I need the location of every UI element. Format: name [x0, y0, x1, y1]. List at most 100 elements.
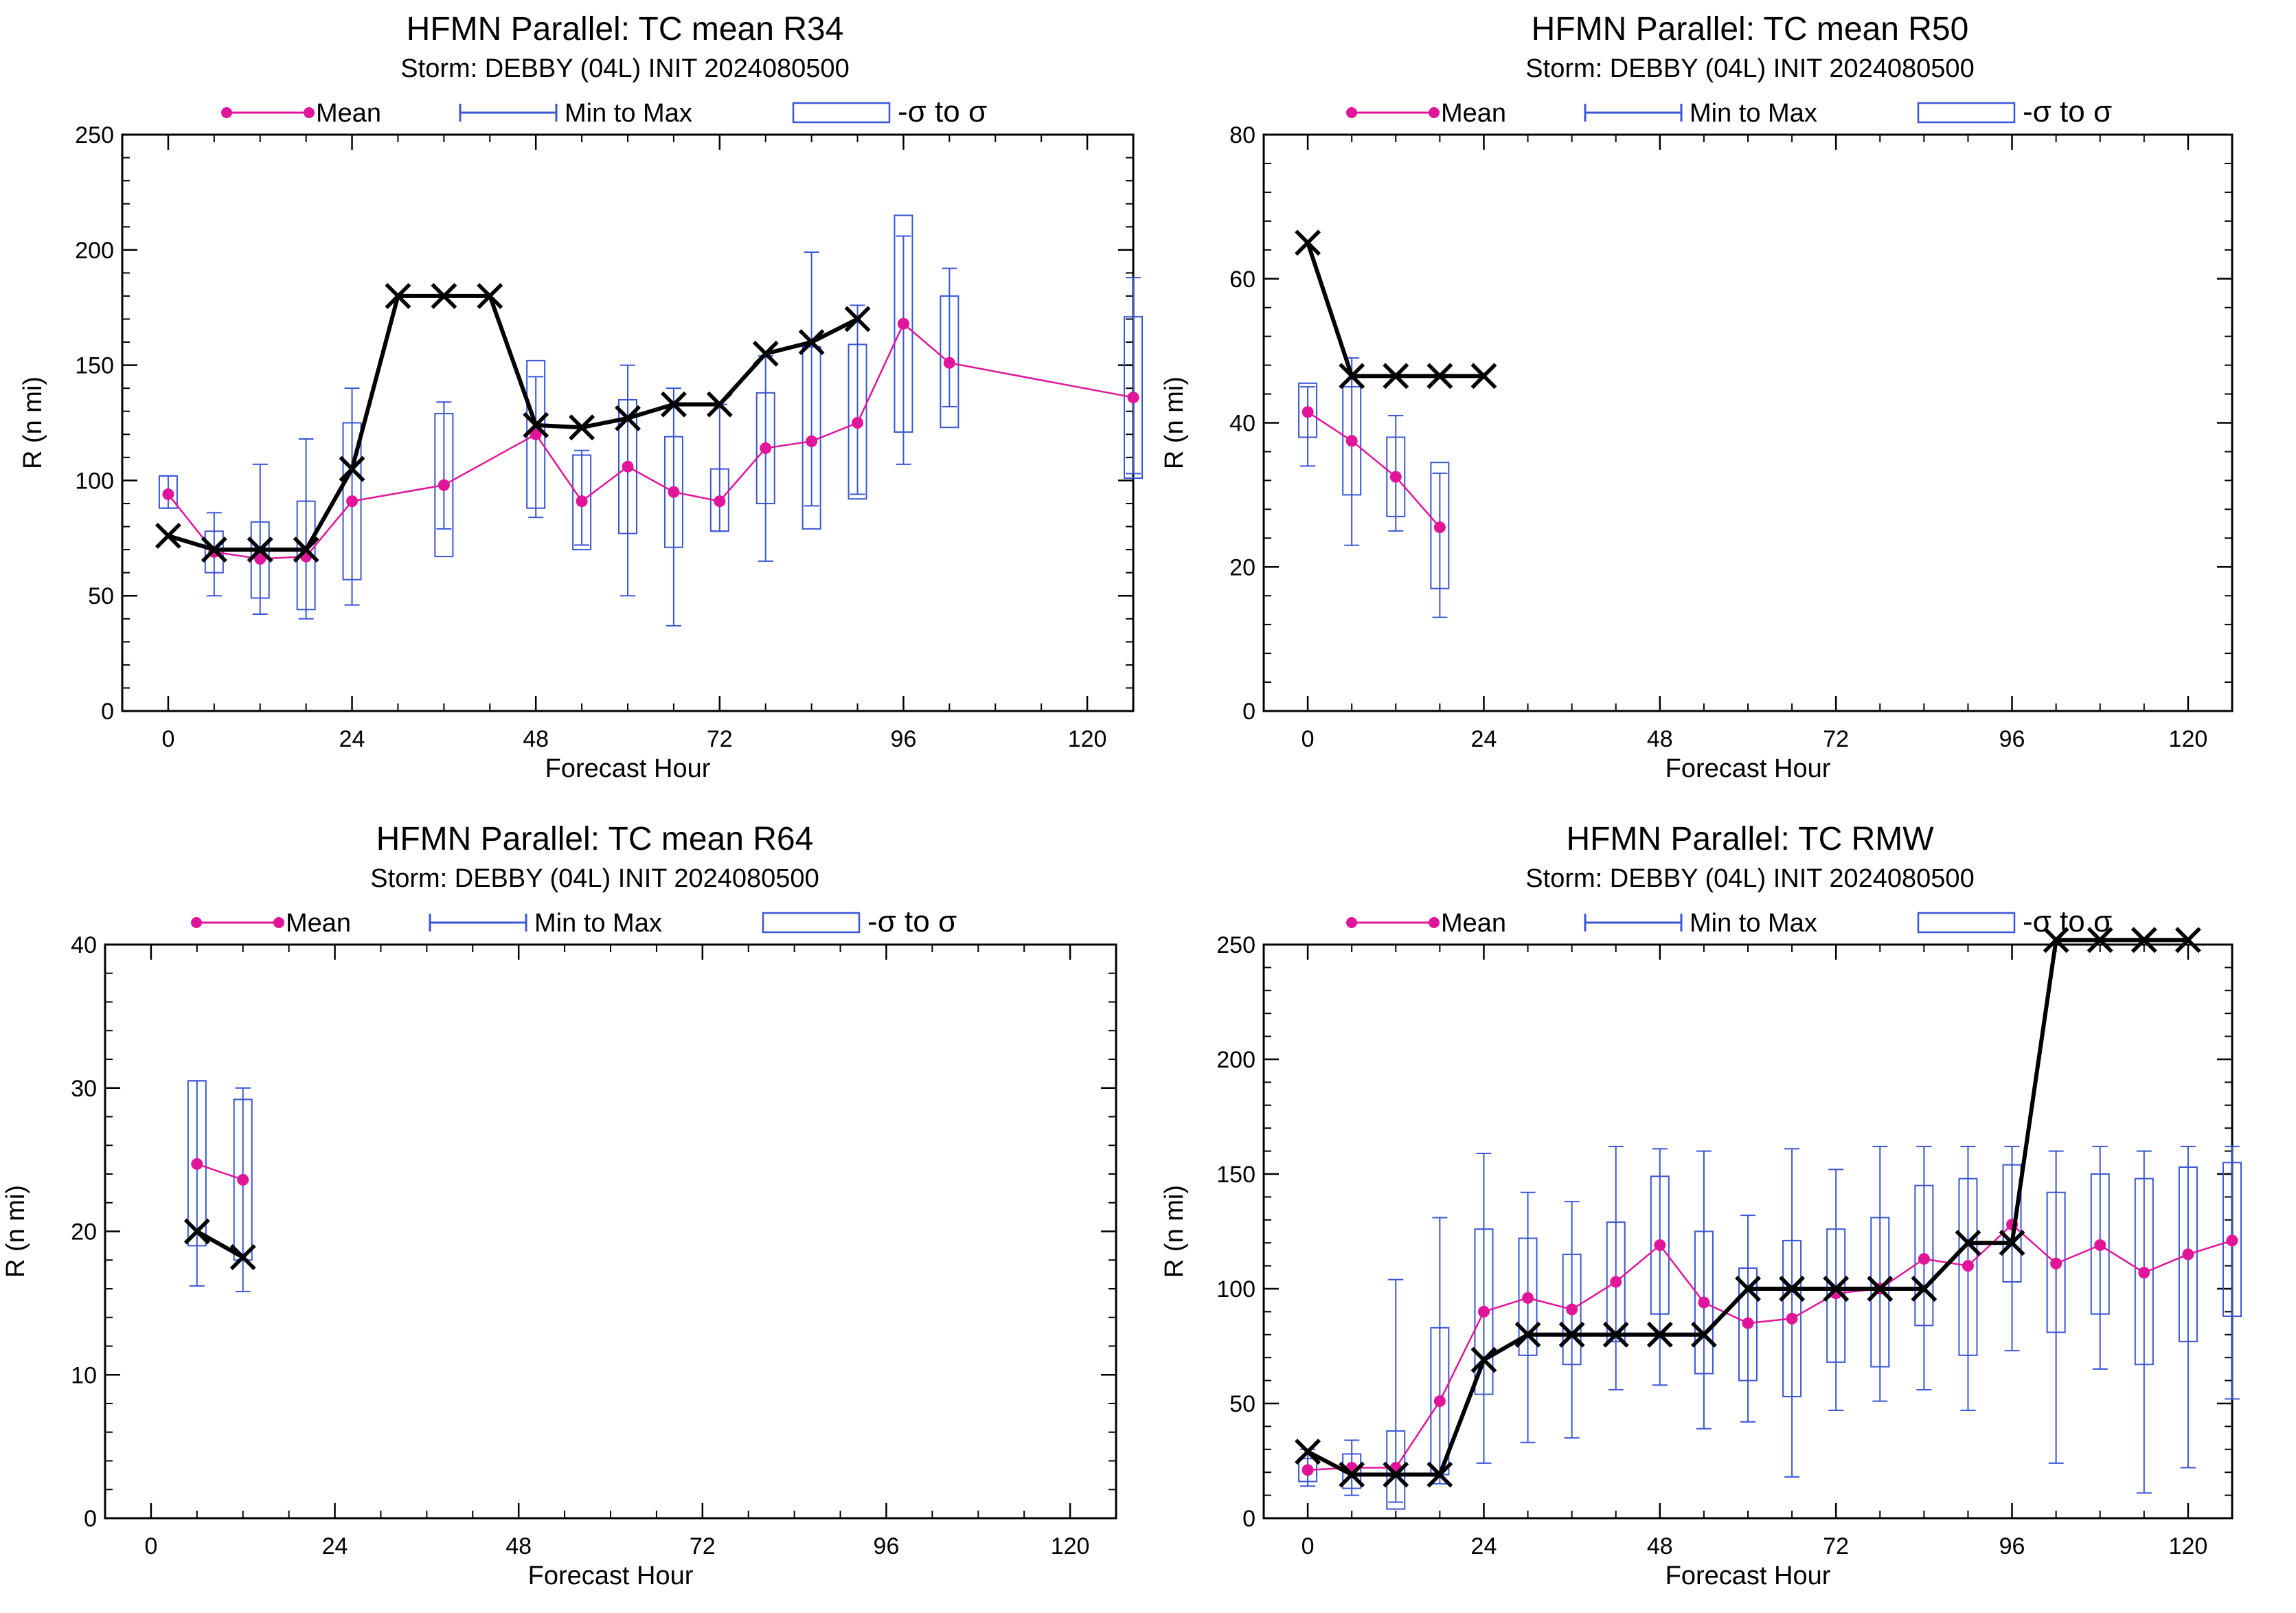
observed-marker	[1911, 1276, 1937, 1302]
mean-point	[1522, 1291, 1534, 1304]
box-whisker-78	[755, 355, 775, 562]
observed-marker	[1999, 1230, 2025, 1256]
y-tick-label: 250	[75, 122, 114, 148]
legend-minmax-label: Min to Max	[565, 99, 692, 128]
box-whisker-96	[2002, 1145, 2022, 1352]
sigma-box	[572, 454, 592, 551]
y-tick-label: 40	[1229, 411, 1255, 437]
y-tick-label: 0	[101, 699, 114, 725]
x-tick-label: 24	[339, 726, 365, 752]
box-whisker-102	[2046, 1150, 2066, 1464]
sigma-box	[1650, 1175, 1670, 1315]
sigma-box	[1870, 1217, 1890, 1368]
x-axis-label: Forecast Hour	[1666, 1561, 1831, 1590]
x-tick-label: 0	[144, 1533, 157, 1559]
observed-marker	[1735, 1276, 1761, 1302]
sigma-box	[1386, 1430, 1406, 1510]
sigma-box	[1958, 1177, 1978, 1356]
observed-series	[155, 282, 871, 563]
sigma-box	[663, 436, 683, 548]
sigma-box	[158, 475, 178, 509]
observed-marker	[1823, 1276, 1850, 1302]
x-tick-label: 72	[707, 726, 733, 752]
x-tick-label: 120	[2169, 1533, 2208, 1559]
chart-title: HFMN Parallel: TC RMW	[1566, 821, 1934, 857]
mean-point	[1477, 1305, 1490, 1318]
mean-point	[254, 553, 266, 565]
mean-point	[943, 357, 955, 369]
box-whisker-126	[2223, 1145, 2242, 1400]
legend-mean-label: Mean	[1441, 909, 1506, 938]
legend-mean-marker	[304, 107, 315, 118]
mean-series	[1302, 1218, 2238, 1476]
mean-point	[1433, 1395, 1446, 1408]
box-whisker-108	[2090, 1145, 2110, 1370]
mean-point	[191, 1158, 203, 1170]
legend-sigma-swatch	[792, 102, 891, 124]
observed-marker	[2174, 927, 2201, 954]
box-whisker-18	[1430, 1217, 1450, 1485]
legend-minmax-label: Min to Max	[1690, 909, 1817, 938]
mean-line	[167, 322, 1134, 560]
observed-marker	[1427, 1461, 1453, 1488]
legend-mean-marker	[1346, 917, 1357, 928]
mean-point	[897, 317, 909, 330]
sigma-box	[1914, 1184, 1934, 1327]
mean-line	[1308, 1223, 2233, 1471]
observed-marker	[1867, 1276, 1894, 1302]
observed-marker	[2130, 927, 2157, 954]
chart-panel-1: HFMN Parallel: TC mean R34 Storm: DEBBY (…	[19, 11, 1143, 783]
observed-marker	[1383, 363, 1409, 390]
y-axis: 0 50 100 150 200 250 R (n mi)	[19, 122, 1133, 725]
y-axis: 0 10 20 30 40 R (n mi)	[1, 932, 1116, 1532]
mean-line	[196, 1163, 244, 1181]
observed-line	[168, 293, 859, 552]
observed-marker	[293, 537, 319, 563]
mean-point	[2094, 1239, 2106, 1252]
box-whisker-102	[940, 267, 959, 429]
mean-point	[437, 479, 450, 491]
observed-line	[1306, 242, 1484, 379]
sigma-box	[940, 295, 959, 429]
sigma-box	[204, 530, 224, 574]
chart-title: HFMN Parallel: TC mean R64	[376, 821, 814, 857]
sigma-box	[1782, 1239, 1802, 1397]
plot-frame	[1262, 133, 2234, 712]
x-tick-label: 72	[1823, 726, 1849, 752]
observed-marker	[1690, 1321, 1717, 1348]
mean-point	[668, 486, 680, 498]
mean-point	[760, 442, 772, 454]
box-whisker-12	[250, 463, 270, 616]
x-tick-label: 24	[322, 1533, 348, 1559]
observed-marker	[1295, 229, 1321, 256]
sigma-box	[1342, 386, 1362, 496]
mean-series	[1302, 406, 1446, 534]
box-whisker-30	[1518, 1191, 1538, 1443]
box-whisker-78	[1870, 1145, 1890, 1402]
box-whisker-48	[1650, 1148, 1670, 1386]
sigma-box	[1474, 1228, 1494, 1395]
legend-mean-marker	[273, 917, 284, 928]
sigma-box	[1298, 382, 1318, 438]
box-whisker-54	[1694, 1150, 1714, 1430]
sigma-box	[187, 1080, 207, 1247]
x-tick-label: 24	[1471, 726, 1497, 752]
chart-title: HFMN Parallel: TC mean R50	[1532, 11, 1969, 47]
observed-marker	[1339, 1461, 1365, 1488]
x-axis: 0 24 48 72 96 120 Forecast Hour	[144, 945, 1117, 1590]
x-tick-label: 0	[161, 726, 174, 752]
sigma-box	[1124, 316, 1143, 480]
mean-point	[1127, 392, 1139, 404]
y-tick-label: 30	[71, 1076, 97, 1102]
y-tick-label: 60	[1229, 267, 1255, 293]
box-whisker-36	[1562, 1201, 1582, 1439]
x-tick-label: 0	[1302, 726, 1315, 752]
y-tick-label: 50	[1229, 1391, 1255, 1417]
legend-sigma-label: -σ to σ	[867, 905, 957, 938]
x-axis-label: Forecast Hour	[545, 754, 711, 783]
legend-mean-label: Mean	[286, 909, 351, 938]
observed-marker	[1470, 363, 1497, 390]
observed-marker	[523, 411, 549, 438]
legend-sigma-swatch	[1917, 912, 2016, 934]
y-tick-label: 20	[1229, 554, 1255, 580]
